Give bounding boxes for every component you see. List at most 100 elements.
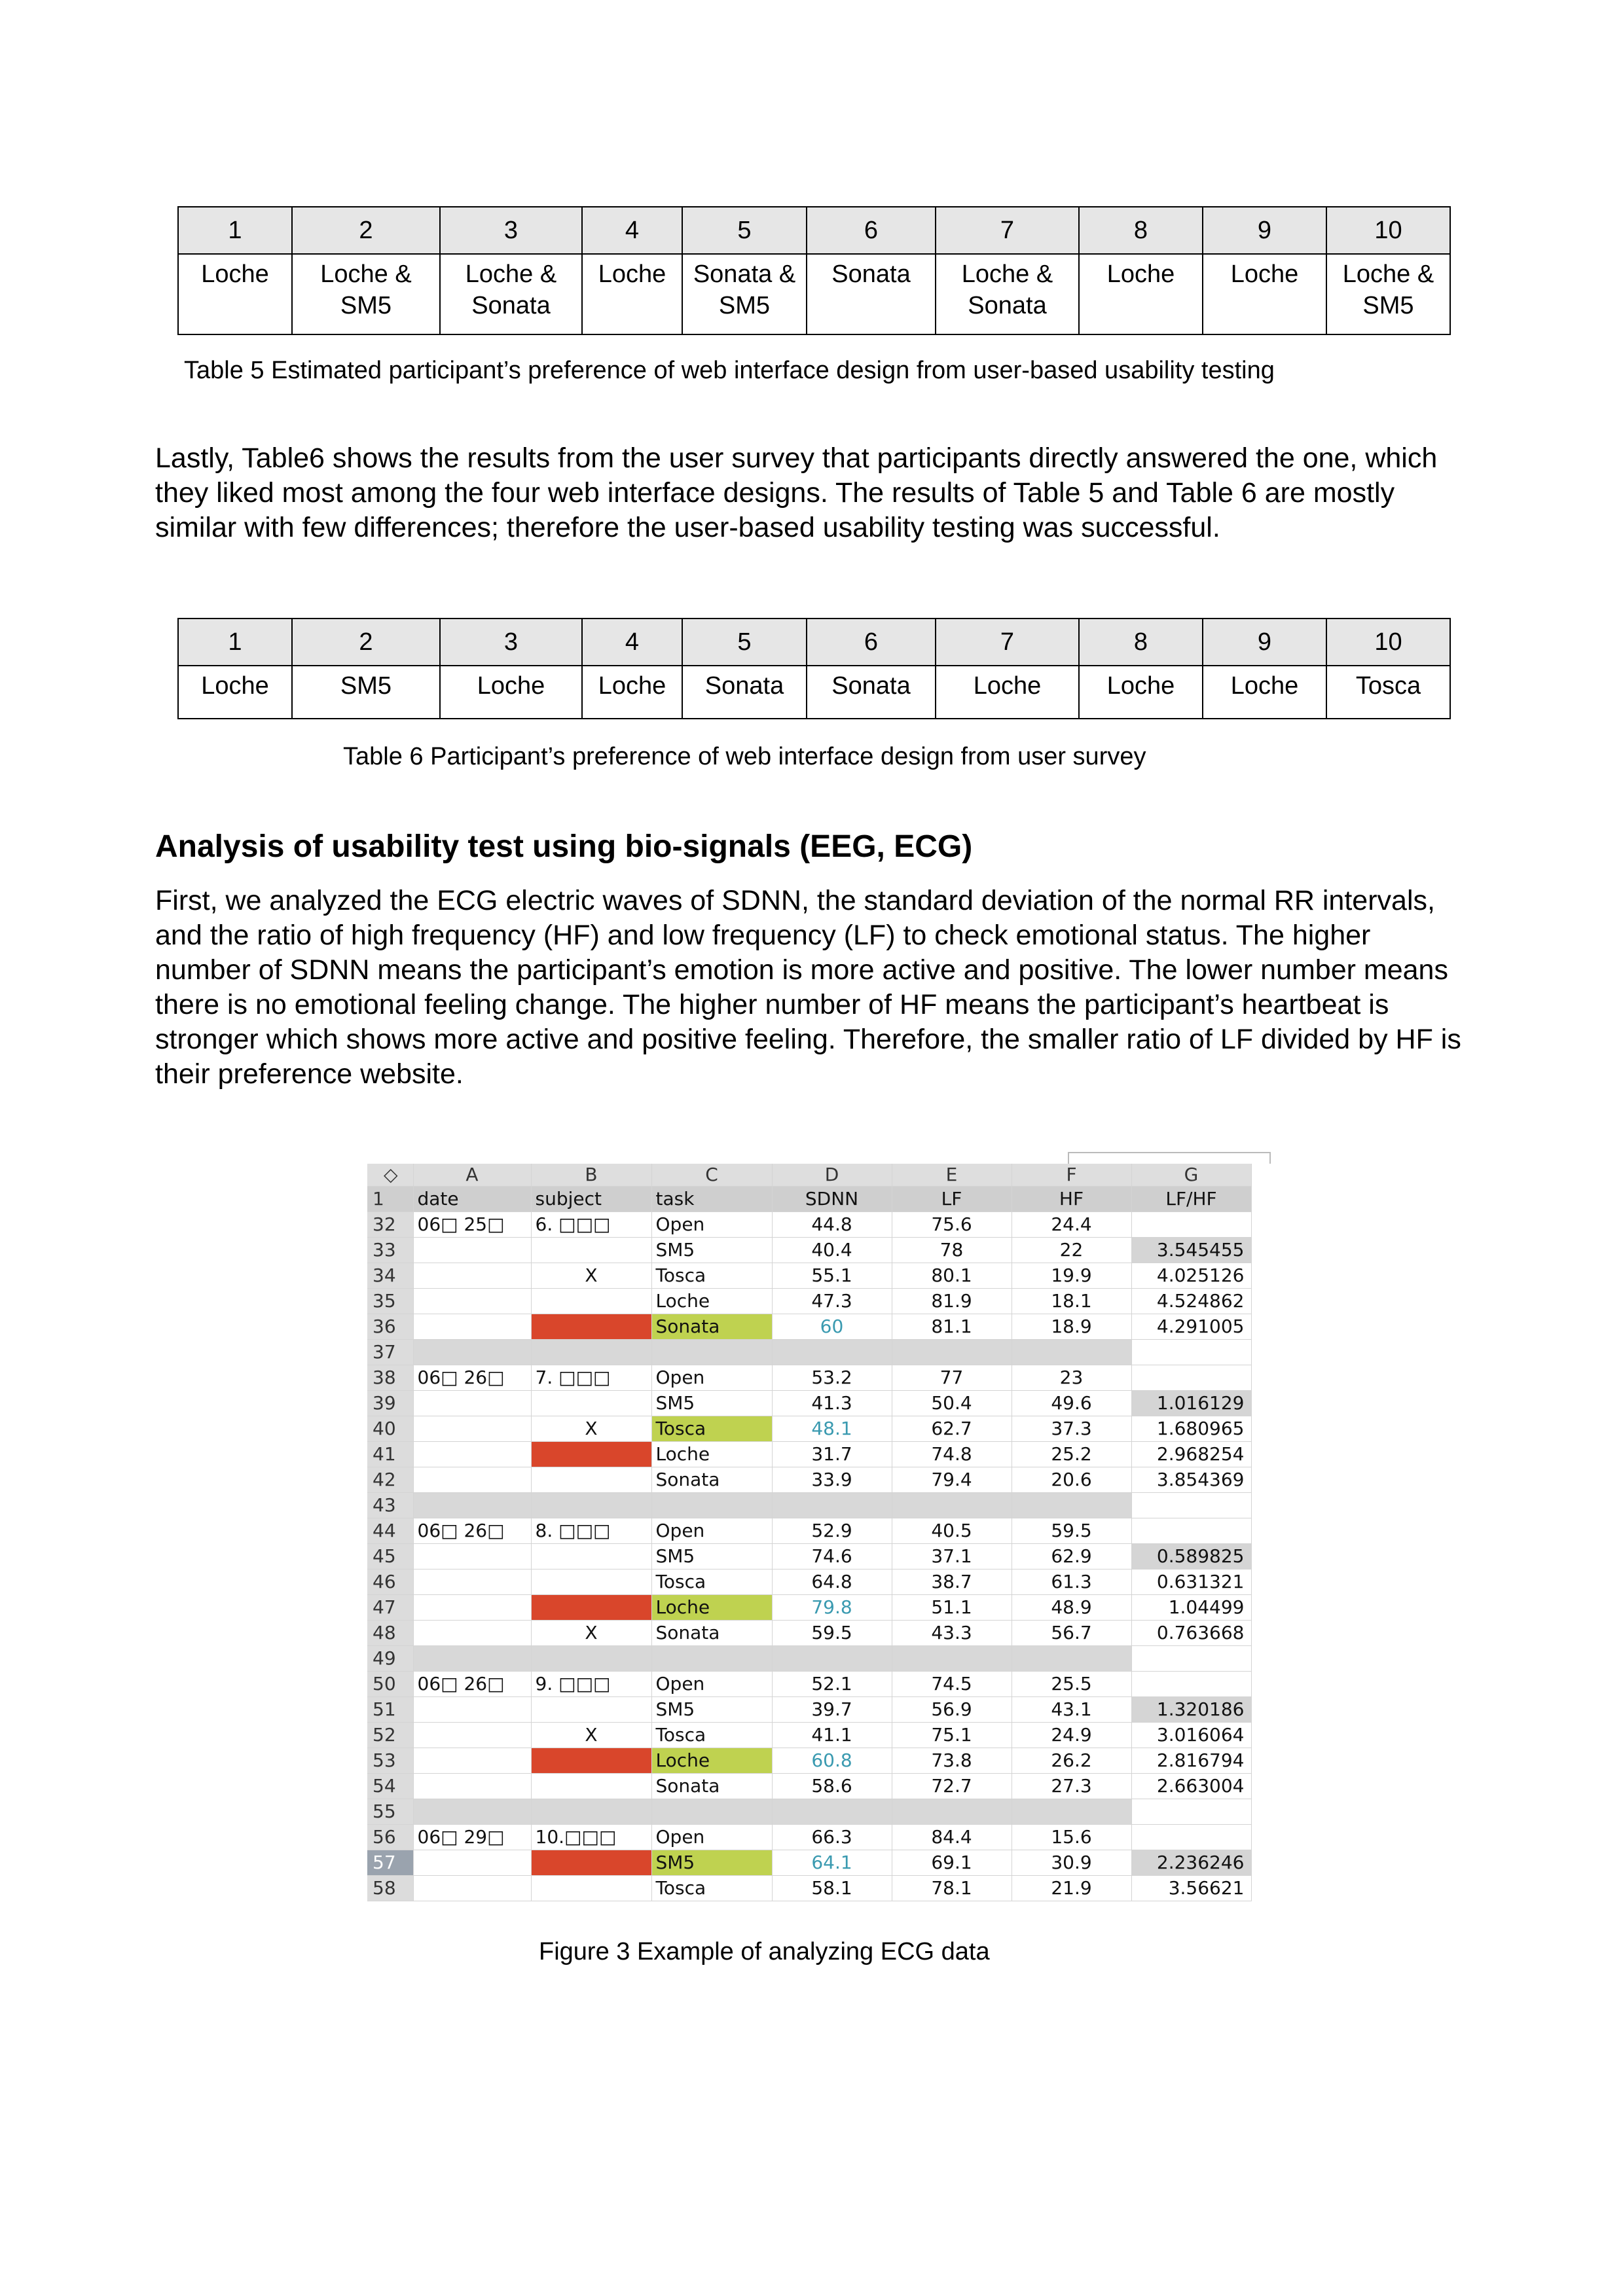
sdnn-cell: 58.1 bbox=[772, 1875, 892, 1901]
task-cell: SM5 bbox=[651, 1696, 773, 1723]
lf-cell: 51.1 bbox=[892, 1594, 1012, 1621]
lf-cell: 50.4 bbox=[892, 1390, 1012, 1416]
paragraph-lastly: Lastly, Table6 shows the results from th… bbox=[155, 442, 1438, 543]
figure-3-caption: Figure 3 Example of analyzing ECG data bbox=[539, 1938, 990, 1965]
row-number: 56 bbox=[367, 1824, 414, 1850]
separator-row: 55 bbox=[367, 1799, 1252, 1825]
sdnn-cell: 64.1 bbox=[772, 1850, 892, 1876]
empty-cell bbox=[651, 1492, 773, 1518]
lf-cell: 38.7 bbox=[892, 1569, 1012, 1595]
lf-cell: 73.8 bbox=[892, 1748, 1012, 1774]
lf-cell: 79.4 bbox=[892, 1467, 1012, 1493]
empty-cell bbox=[413, 1339, 532, 1365]
table5-header-cell: 2 bbox=[291, 206, 441, 255]
row-number: 38 bbox=[367, 1365, 414, 1391]
empty-cell bbox=[531, 1492, 652, 1518]
table5-header-cell: 1 bbox=[177, 206, 293, 255]
date-cell: 06□ 26□ bbox=[413, 1365, 532, 1391]
data-row: 53 Loche 60.8 73.8 26.2 2.816794 bbox=[367, 1748, 1252, 1774]
date-cell: 06□ 26□ bbox=[413, 1518, 532, 1544]
sdnn-cell: 31.7 bbox=[772, 1441, 892, 1467]
column-letter: C bbox=[651, 1164, 773, 1187]
date-cell bbox=[413, 1390, 532, 1416]
header-cell: task bbox=[651, 1186, 773, 1212]
data-row: 48 X Sonata 59.5 43.3 56.7 0.763668 bbox=[367, 1620, 1252, 1646]
table6-header-cell: 9 bbox=[1202, 618, 1327, 666]
lf-cell: 80.1 bbox=[892, 1263, 1012, 1289]
date-cell bbox=[413, 1314, 532, 1340]
lf-hf-ratio-cell: 3.854369 bbox=[1131, 1467, 1252, 1493]
date-cell bbox=[413, 1773, 532, 1799]
date-cell bbox=[413, 1748, 532, 1774]
lf-hf-ratio-cell: 4.025126 bbox=[1131, 1263, 1252, 1289]
lf-hf-ratio-cell: 2.236246 bbox=[1131, 1850, 1252, 1876]
header-cell: LF/HF bbox=[1131, 1186, 1252, 1212]
lf-cell: 81.9 bbox=[892, 1288, 1012, 1314]
subject-cell: X bbox=[531, 1263, 652, 1289]
date-cell bbox=[413, 1416, 532, 1442]
task-cell: Open bbox=[651, 1671, 773, 1697]
date-cell bbox=[413, 1467, 532, 1493]
lf-hf-ratio-cell: 1.320186 bbox=[1131, 1696, 1252, 1723]
hf-cell: 59.5 bbox=[1012, 1518, 1132, 1544]
lf-hf-ratio-cell bbox=[1131, 1824, 1252, 1850]
row-number: 35 bbox=[367, 1288, 414, 1314]
table6-header-cell: 10 bbox=[1326, 618, 1451, 666]
lf-hf-ratio-cell: 0.631321 bbox=[1131, 1569, 1252, 1595]
empty-cell bbox=[1012, 1645, 1132, 1672]
empty-cell bbox=[772, 1645, 892, 1672]
row-number: 52 bbox=[367, 1722, 414, 1748]
hf-cell: 26.2 bbox=[1012, 1748, 1132, 1774]
table5-header-cell: 5 bbox=[682, 206, 807, 255]
task-cell: SM5 bbox=[651, 1543, 773, 1570]
subject-cell bbox=[531, 1850, 652, 1876]
table5-header-cell: 9 bbox=[1202, 206, 1327, 255]
data-row: 34 X Tosca 55.1 80.1 19.9 4.025126 bbox=[367, 1263, 1252, 1289]
table6-header-cell: 4 bbox=[581, 618, 683, 666]
subject-cell bbox=[531, 1875, 652, 1901]
task-cell: Open bbox=[651, 1518, 773, 1544]
lf-hf-ratio-cell bbox=[1131, 1365, 1252, 1391]
table6-header-cell: 7 bbox=[935, 618, 1080, 666]
table5-value-cell: Loche bbox=[177, 253, 293, 335]
hf-cell: 22 bbox=[1012, 1237, 1132, 1263]
spreadsheet-header-row: 1 date subject task SDNN LF HF LF/HF bbox=[367, 1186, 1252, 1212]
header-cell: HF bbox=[1012, 1186, 1132, 1212]
row-number: 51 bbox=[367, 1696, 414, 1723]
task-cell: Open bbox=[651, 1824, 773, 1850]
sdnn-cell: 39.7 bbox=[772, 1696, 892, 1723]
lf-cell: 43.3 bbox=[892, 1620, 1012, 1646]
row-number: 40 bbox=[367, 1416, 414, 1442]
table-6-caption: Table 6 Participant’s preference of web … bbox=[343, 743, 1146, 770]
task-cell: Sonata bbox=[651, 1620, 773, 1646]
task-cell: Tosca bbox=[651, 1569, 773, 1595]
empty-cell bbox=[892, 1339, 1012, 1365]
data-row: 47 Loche 79.8 51.1 48.9 1.04499 bbox=[367, 1594, 1252, 1621]
sdnn-cell: 33.9 bbox=[772, 1467, 892, 1493]
hf-cell: 25.2 bbox=[1012, 1441, 1132, 1467]
task-cell: Tosca bbox=[651, 1263, 773, 1289]
section-heading: Analysis of usability test using bio-sig… bbox=[155, 829, 973, 864]
lf-hf-ratio-cell: 1.016129 bbox=[1131, 1390, 1252, 1416]
empty-cell bbox=[651, 1645, 773, 1672]
subject-cell: X bbox=[531, 1416, 652, 1442]
sdnn-cell: 58.6 bbox=[772, 1773, 892, 1799]
lf-cell: 74.8 bbox=[892, 1441, 1012, 1467]
date-cell bbox=[413, 1441, 532, 1467]
data-row: 41 Loche 31.7 74.8 25.2 2.968254 bbox=[367, 1441, 1252, 1467]
task-cell: Loche bbox=[651, 1748, 773, 1774]
row-number: 41 bbox=[367, 1441, 414, 1467]
sdnn-cell: 60.8 bbox=[772, 1748, 892, 1774]
lf-hf-ratio-cell: 0.763668 bbox=[1131, 1620, 1252, 1646]
data-row: 44 06□ 26□ 8. □□□ Open 52.9 40.5 59.5 bbox=[367, 1518, 1252, 1544]
sdnn-cell: 44.8 bbox=[772, 1211, 892, 1238]
lf-cell: 84.4 bbox=[892, 1824, 1012, 1850]
lf-cell: 75.6 bbox=[892, 1211, 1012, 1238]
empty-cell bbox=[892, 1799, 1012, 1825]
lf-cell: 75.1 bbox=[892, 1722, 1012, 1748]
sdnn-cell: 55.1 bbox=[772, 1263, 892, 1289]
data-row: 52 X Tosca 41.1 75.1 24.9 3.016064 bbox=[367, 1722, 1252, 1748]
hf-cell: 56.7 bbox=[1012, 1620, 1132, 1646]
date-cell bbox=[413, 1263, 532, 1289]
table6-value-cell: Loche bbox=[439, 665, 583, 719]
